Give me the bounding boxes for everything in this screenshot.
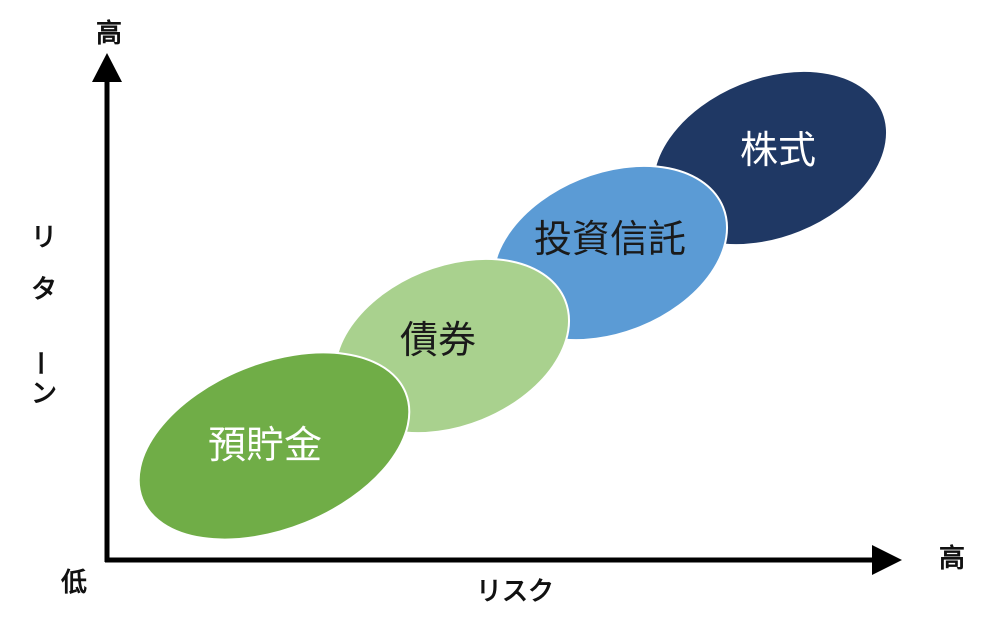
y-axis-label-char: タ [31,275,57,305]
deposits-label: 預貯金 [208,423,322,467]
stocks-label: 株式 [740,128,816,172]
y-axis-label-char: ー [24,350,54,376]
y-axis-label-char: ン [31,379,57,409]
axes [92,53,902,575]
origin-label: 低 [60,568,87,598]
bonds-label: 債券 [400,318,476,362]
x-axis-label: リスク [476,577,554,607]
deposits-ellipse [137,351,411,541]
y-axis-arrowhead-icon [92,53,122,82]
y-axis-label-char: リ [31,223,57,253]
y-high-label: 高 [96,18,122,49]
x-axis-arrowhead-icon [872,545,902,575]
x-high-label: 高 [939,543,965,574]
category-deposits: 預貯金 [137,351,411,541]
funds-label: 投資信託 [534,217,686,261]
y-axis-label: リターン [24,223,57,409]
